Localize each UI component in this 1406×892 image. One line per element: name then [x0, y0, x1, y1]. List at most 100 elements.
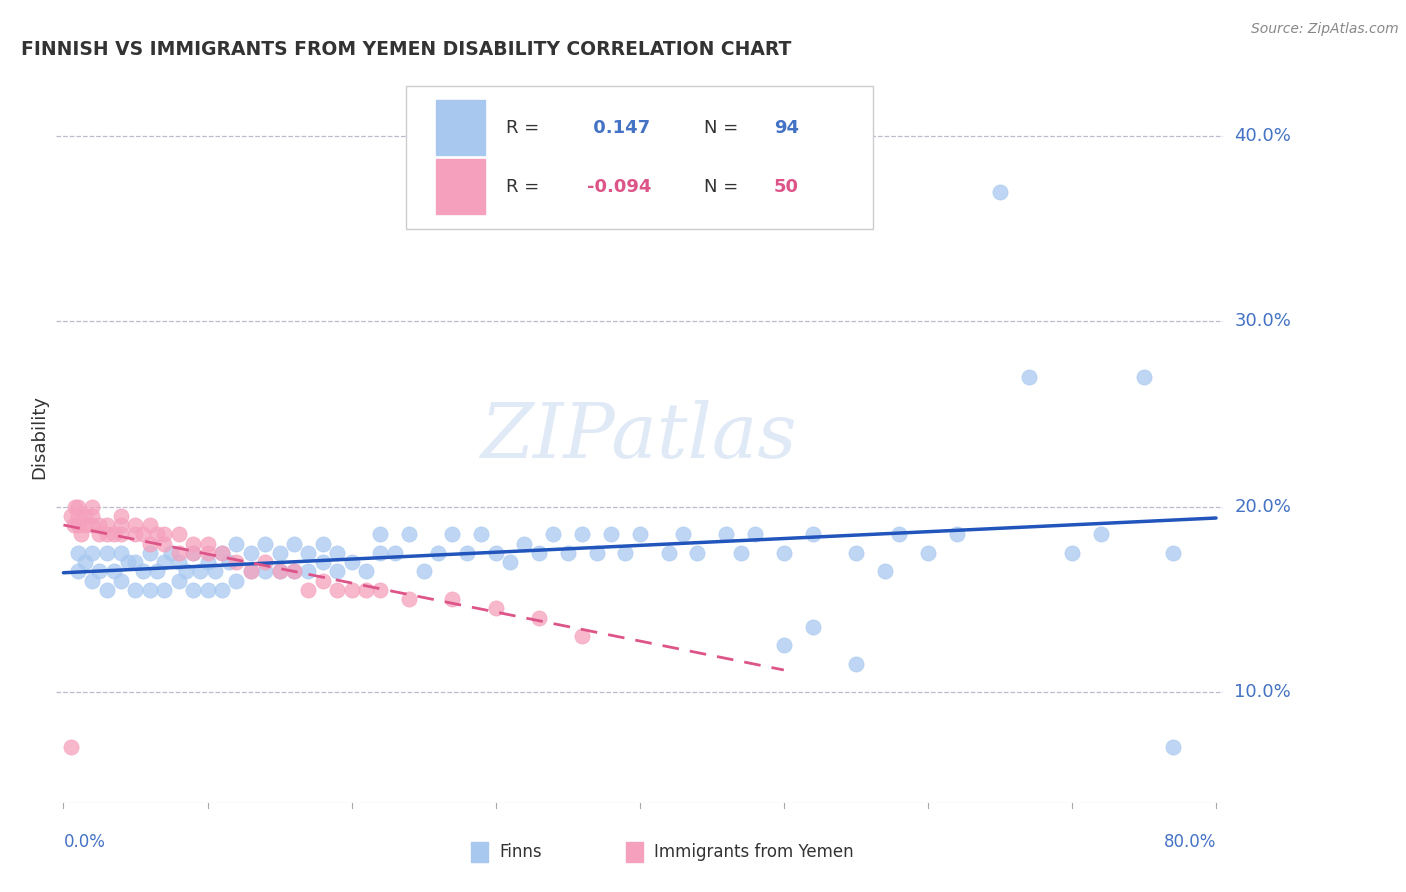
Point [110, 527, 132, 541]
Point [801, 620, 824, 634]
Point [139, 546, 162, 560]
Point [181, 546, 204, 560]
Point [124, 582, 146, 597]
Point [153, 527, 176, 541]
Point [772, 546, 794, 560]
Point [714, 527, 737, 541]
Point [204, 565, 226, 579]
Point [167, 546, 190, 560]
Point [89, 565, 111, 579]
Point [124, 527, 146, 541]
Point [527, 610, 550, 624]
Point [82, 546, 104, 560]
Point [269, 565, 291, 579]
Point [772, 639, 794, 653]
Point [82, 500, 104, 514]
Point [326, 565, 349, 579]
Point [370, 546, 392, 560]
Point [174, 565, 197, 579]
Point [269, 565, 291, 579]
Point [153, 536, 176, 550]
Text: 10.0%: 10.0% [1234, 682, 1291, 701]
Point [197, 555, 219, 569]
Point [59, 740, 82, 755]
Point [254, 536, 277, 550]
Point [197, 582, 219, 597]
Text: 80.0%: 80.0% [1164, 833, 1216, 851]
Point [225, 555, 247, 569]
Text: 0.147: 0.147 [588, 119, 651, 136]
Point [801, 527, 824, 541]
Point [513, 536, 536, 550]
Point [110, 518, 132, 533]
Point [103, 527, 125, 541]
Point [63, 500, 86, 514]
Point [96, 527, 118, 541]
Point [945, 527, 967, 541]
Point [73, 508, 96, 523]
Point [96, 546, 118, 560]
Point [543, 527, 565, 541]
Point [1161, 740, 1184, 755]
Point [66, 565, 89, 579]
Text: R =: R = [506, 119, 538, 136]
Point [160, 546, 183, 560]
Bar [436, 101, 485, 155]
Point [283, 565, 305, 579]
Point [211, 546, 233, 560]
Point [744, 527, 766, 541]
Point [297, 546, 319, 560]
Text: ZIPatlas: ZIPatlas [481, 401, 799, 474]
Point [124, 518, 146, 533]
Point [398, 527, 420, 541]
Text: 94: 94 [773, 119, 799, 136]
Point [370, 527, 392, 541]
FancyBboxPatch shape [406, 86, 873, 228]
Point [1161, 546, 1184, 560]
Point [441, 527, 464, 541]
Point [197, 546, 219, 560]
Point [139, 518, 162, 533]
Point [211, 546, 233, 560]
Point [456, 546, 478, 560]
Point [181, 546, 204, 560]
Point [110, 508, 132, 523]
Point [485, 546, 508, 560]
Point [66, 518, 89, 533]
Point [887, 527, 910, 541]
Point [239, 565, 262, 579]
Point [988, 185, 1011, 199]
Point [354, 582, 377, 597]
Point [89, 518, 111, 533]
Point [730, 546, 752, 560]
Point [297, 582, 319, 597]
Point [139, 536, 162, 550]
Point [571, 527, 593, 541]
Point [239, 565, 262, 579]
Text: 40.0%: 40.0% [1234, 128, 1291, 145]
Text: -0.094: -0.094 [588, 178, 651, 195]
Text: 50: 50 [773, 178, 799, 195]
Point [470, 527, 492, 541]
Point [167, 555, 190, 569]
Point [131, 565, 153, 579]
Point [312, 555, 335, 569]
Point [384, 546, 406, 560]
Point [211, 582, 233, 597]
Point [124, 555, 146, 569]
Point [370, 582, 392, 597]
Point [1133, 370, 1156, 384]
Text: Immigrants from Yemen: Immigrants from Yemen [654, 843, 853, 861]
Point [585, 546, 607, 560]
Point [686, 546, 709, 560]
Point [499, 555, 522, 569]
Point [571, 629, 593, 643]
Point [312, 536, 335, 550]
Point [59, 508, 82, 523]
Point [557, 546, 579, 560]
Point [131, 527, 153, 541]
Bar [436, 160, 485, 214]
Text: 30.0%: 30.0% [1234, 312, 1291, 330]
Point [82, 508, 104, 523]
Point [657, 546, 679, 560]
